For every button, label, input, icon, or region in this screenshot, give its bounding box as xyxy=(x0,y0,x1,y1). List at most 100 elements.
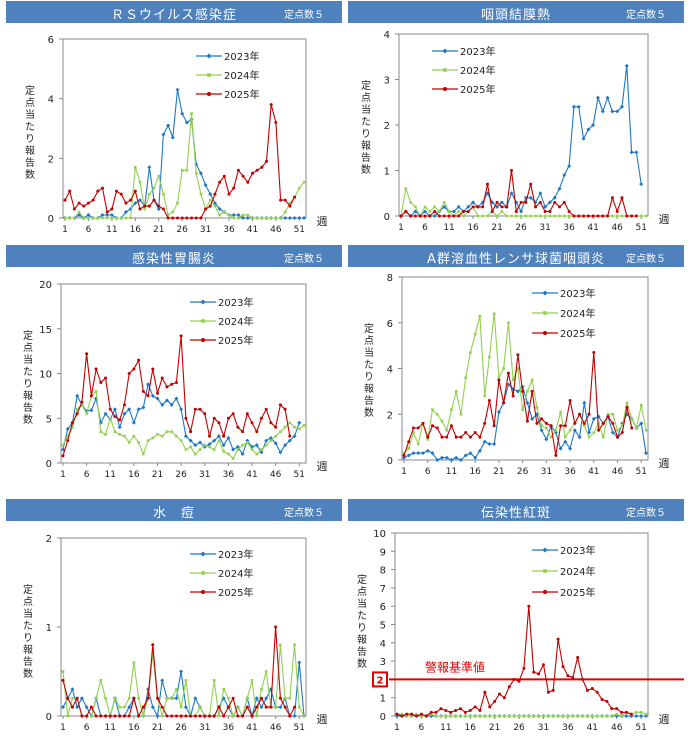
data-point xyxy=(255,430,259,434)
data-point xyxy=(451,209,456,214)
data-point xyxy=(447,214,451,218)
data-point xyxy=(606,415,610,419)
data-point xyxy=(218,213,221,217)
data-point xyxy=(634,214,638,218)
data-point xyxy=(118,705,122,709)
data-point xyxy=(61,443,65,447)
x-tick-label: 31 xyxy=(541,467,552,477)
data-point xyxy=(123,705,126,709)
data-point xyxy=(99,679,103,682)
data-point xyxy=(66,439,70,443)
data-point xyxy=(189,714,193,718)
x-tick-label: 1 xyxy=(60,470,66,480)
data-point xyxy=(487,441,492,446)
data-point xyxy=(174,696,179,701)
data-point xyxy=(213,204,217,208)
data-point xyxy=(405,714,409,718)
data-point xyxy=(132,367,136,371)
data-point xyxy=(478,714,482,718)
data-point xyxy=(477,448,482,453)
data-point xyxy=(75,393,80,398)
data-point xyxy=(160,434,164,438)
data-point xyxy=(435,412,439,416)
data-point xyxy=(524,214,528,218)
x-tick-label: 36 xyxy=(223,470,235,480)
data-point xyxy=(138,207,142,211)
data-point xyxy=(226,435,231,440)
x-axis-label: 週 xyxy=(659,213,670,226)
data-point xyxy=(534,205,538,209)
data-point xyxy=(132,696,136,700)
data-point xyxy=(113,414,117,418)
data-point xyxy=(591,416,596,421)
data-point xyxy=(529,214,533,218)
data-point xyxy=(70,421,74,425)
data-point xyxy=(231,696,235,700)
x-tick-label: 36 xyxy=(223,225,235,235)
data-point xyxy=(254,443,259,448)
data-point xyxy=(231,457,235,460)
data-point xyxy=(459,435,463,439)
data-point xyxy=(194,171,198,175)
data-point xyxy=(208,192,213,197)
data-point xyxy=(94,367,98,371)
data-point xyxy=(543,214,547,218)
data-point xyxy=(437,214,441,218)
data-point xyxy=(203,443,207,447)
y-axis-label: 定点当たり報告数 xyxy=(364,322,374,419)
data-point xyxy=(530,416,535,421)
data-point xyxy=(66,714,70,718)
chart-title-bar: 感染性胃腸炎 定点数５ xyxy=(6,245,342,267)
legend-marker xyxy=(206,53,212,59)
data-point xyxy=(82,204,86,208)
data-point xyxy=(410,712,414,716)
data-point xyxy=(554,428,558,432)
data-point xyxy=(495,214,499,218)
data-point xyxy=(495,204,500,209)
data-point xyxy=(549,435,553,439)
data-point xyxy=(179,714,183,718)
y-tick-label: 8 xyxy=(387,273,393,284)
data-point xyxy=(288,201,292,205)
data-point xyxy=(255,168,259,172)
y-tick-label: 1 xyxy=(384,167,390,178)
data-point xyxy=(502,367,505,370)
data-point xyxy=(226,416,230,420)
data-point xyxy=(548,209,552,213)
data-point xyxy=(399,214,403,218)
data-point xyxy=(65,426,70,431)
plot-area xyxy=(401,276,649,461)
legend-label: 2024年 xyxy=(224,69,259,82)
data-point xyxy=(605,699,609,703)
data-point xyxy=(160,714,164,718)
data-point xyxy=(110,216,114,220)
data-point xyxy=(558,214,561,218)
data-point xyxy=(522,714,526,718)
data-point xyxy=(164,398,169,403)
data-point xyxy=(150,393,155,398)
data-point xyxy=(141,389,145,393)
data-point xyxy=(274,705,277,709)
data-point xyxy=(137,441,140,444)
data-point xyxy=(169,402,174,407)
data-point xyxy=(457,210,460,213)
data-point xyxy=(421,421,425,425)
data-point xyxy=(250,421,254,425)
data-point xyxy=(480,200,485,205)
data-point xyxy=(430,451,435,456)
x-tick-label: 21 xyxy=(493,467,504,477)
x-tick-label: 6 xyxy=(86,225,92,235)
data-point xyxy=(264,670,268,673)
data-point xyxy=(514,214,518,218)
data-point xyxy=(241,430,245,434)
data-point xyxy=(302,424,306,427)
data-point xyxy=(601,214,605,218)
data-point xyxy=(625,214,629,218)
x-tick-label: 6 xyxy=(419,723,425,733)
data-point xyxy=(75,412,79,416)
data-point xyxy=(293,643,296,647)
y-tick-label: 4 xyxy=(380,639,386,650)
data-point xyxy=(440,435,444,439)
data-point xyxy=(104,433,107,436)
threshold-label: 警報基準値 xyxy=(425,659,485,674)
